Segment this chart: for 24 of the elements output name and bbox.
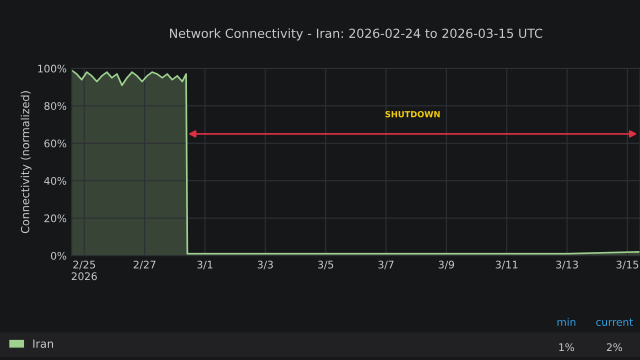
chart-title: Network Connectivity - Iran: 2026-02-24 to 2026-03-15 UTC — [170, 28, 542, 40]
y-tick-label: 100% — [38, 64, 66, 73]
x-tick-label: 3/5 — [318, 260, 334, 270]
x-tick-label: 3/1 — [197, 260, 212, 270]
x-tick-label: 3/11 — [496, 260, 518, 270]
y-tick-label: 20% — [44, 214, 66, 222]
x-tick-label: 2/27 — [134, 260, 156, 270]
x-tick-label: 2/25 2026 — [72, 260, 97, 280]
y-axis-title: Connectivity (normalized) — [20, 91, 32, 234]
x-tick-label: 3/15 — [616, 260, 638, 270]
legend-label: Iran — [33, 340, 53, 348]
text: 1% — [559, 343, 574, 352]
x-tick-label: 3/13 — [556, 260, 578, 270]
text: 2% — [606, 343, 622, 352]
y-tick-label: 80% — [44, 102, 66, 110]
x-tick-label: 3/9 — [438, 260, 454, 270]
text: current — [596, 318, 633, 326]
text: min — [558, 318, 576, 326]
y-tick-label: 0% — [50, 252, 66, 260]
x-tick-label: 3/3 — [258, 260, 273, 270]
annotation: SHUTDOWN — [385, 111, 440, 118]
y-tick-label: 40% — [44, 176, 66, 185]
y-tick-label: 60% — [44, 140, 66, 148]
x-tick-label: 3/7 — [378, 260, 394, 270]
